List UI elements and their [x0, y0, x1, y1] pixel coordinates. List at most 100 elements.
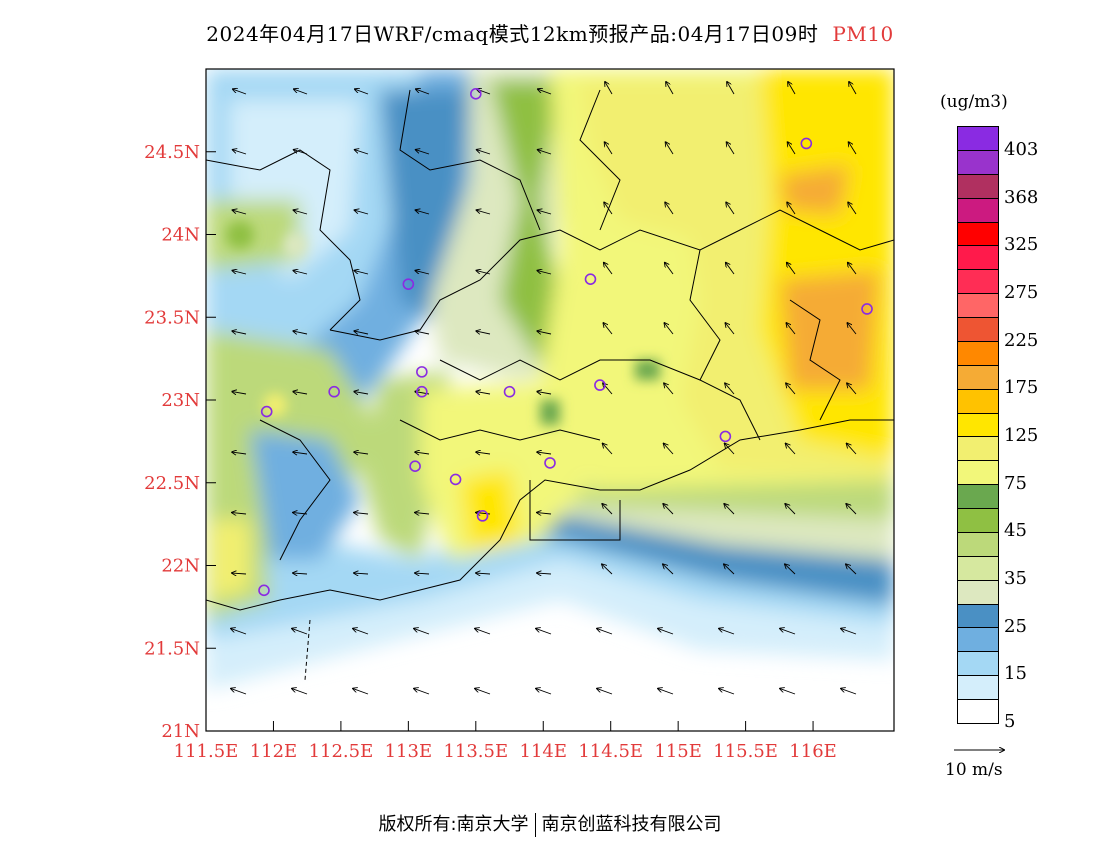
- colorbar-swatch: [958, 580, 998, 605]
- wind-arrow: [849, 142, 857, 155]
- wind-arrow: [538, 150, 552, 155]
- lon-label: 114E: [520, 741, 568, 762]
- wind-arrow: [415, 452, 430, 454]
- lon-label: 113.5E: [443, 741, 508, 762]
- colorbar-swatch: [958, 246, 998, 271]
- lat-label: 24N: [161, 225, 200, 246]
- wind-arrow: [416, 150, 430, 155]
- wind-arrow: [536, 689, 552, 695]
- colorbar-label: 35: [1004, 567, 1027, 589]
- wind-arrow: [292, 629, 308, 635]
- wind-arrow: [848, 263, 857, 275]
- wind-arrow: [232, 513, 247, 514]
- colorbar-swatch: [958, 532, 998, 557]
- wind-arrow: [597, 629, 613, 635]
- wind-arrow: [292, 689, 308, 695]
- colorbar-label: 5: [1004, 711, 1016, 732]
- wind-arrow: [233, 150, 247, 155]
- wind-arrow: [537, 331, 552, 334]
- wind-arrow: [414, 629, 430, 635]
- colorbar-swatch: [958, 127, 998, 151]
- wind-arrow: [849, 82, 857, 95]
- copyright-right: 南京创蓝科技有限公司: [541, 814, 722, 835]
- wind-arrow: [354, 513, 369, 514]
- chart-title: 2024年04月17日WRF/cmaq模式12km预报产品:04月17日09时 P…: [0, 18, 1100, 47]
- wind-arrow: [786, 383, 796, 395]
- wind-arrow: [416, 210, 430, 215]
- station-marker: [416, 385, 428, 398]
- wind-arrow: [537, 452, 552, 454]
- wind-arrow: [416, 89, 430, 95]
- station-marker: [449, 473, 462, 486]
- lon-label: 112.5E: [309, 741, 374, 762]
- wind-legend-label: 10 m/s: [945, 760, 1003, 780]
- lat-label: 22N: [161, 556, 200, 577]
- wind-arrow: [415, 331, 430, 334]
- wind-arrow: [537, 513, 552, 514]
- station-marker: [861, 303, 873, 315]
- wind-arrow: [788, 82, 796, 95]
- wind-arrow: [353, 689, 369, 695]
- colorbar-swatch: [958, 365, 998, 390]
- lon-label: 116E: [789, 741, 837, 762]
- colorbar-label: 368: [1004, 186, 1039, 208]
- wind-arrow: [726, 202, 735, 215]
- wind-vectors: [231, 82, 857, 695]
- wind-arrow: [354, 573, 369, 574]
- colorbar-label: 45: [1004, 520, 1027, 542]
- wind-arrow: [232, 331, 247, 334]
- wind-arrow: [477, 150, 491, 155]
- title-text: 2024年04月17日WRF/cmaq模式12km预报产品:04月17日09时: [206, 22, 819, 46]
- wind-arrow: [847, 444, 857, 455]
- wind-arrow: [355, 150, 369, 155]
- station-marker: [328, 385, 340, 398]
- wind-arrow: [602, 564, 613, 575]
- colorbar-swatch: [958, 318, 998, 342]
- colorbar-swatch: [958, 413, 998, 438]
- wind-arrow: [354, 452, 369, 454]
- copyright: 版权所有:南京大学 南京创蓝科技有限公司: [0, 810, 1100, 837]
- colorbar-swatch: [958, 294, 998, 318]
- wind-arrow: [848, 202, 857, 215]
- longitude-axis: 111.5E 112E 112.5E 113E 113.5E 114E 114.5E 115E…: [174, 721, 837, 762]
- wind-arrow: [846, 564, 857, 575]
- concentration-field: [206, 69, 894, 731]
- wind-arrow: [665, 202, 674, 215]
- wind-arrow: [786, 444, 796, 455]
- wind-arrow: [604, 263, 613, 275]
- wind-arrow: [353, 629, 369, 635]
- lat-label: 24.5N: [144, 142, 200, 163]
- wind-arrow: [724, 564, 735, 575]
- station-marker: [503, 385, 516, 398]
- wind-arrow: [475, 689, 491, 695]
- wind-arrow: [293, 392, 308, 394]
- station-marker: [476, 510, 489, 522]
- colorbar: [957, 126, 999, 724]
- wind-arrow: [603, 323, 613, 335]
- lon-label: 114.5E: [578, 741, 643, 762]
- wind-arrow: [537, 392, 552, 394]
- wind-arrow: [719, 689, 735, 695]
- wind-arrow: [415, 513, 430, 514]
- wind-arrow: [724, 504, 735, 515]
- wind-arrow: [477, 210, 491, 215]
- wind-arrow: [537, 271, 552, 275]
- wind-arrow: [666, 142, 674, 155]
- station-marker: [719, 430, 732, 443]
- wind-arrow: [605, 82, 613, 95]
- wind-arrow: [847, 383, 857, 395]
- wind-arrow: [233, 89, 247, 95]
- station-marker: [409, 460, 421, 473]
- wind-arrow: [476, 271, 491, 275]
- wind-arrow: [602, 504, 613, 515]
- wind-arrow: [841, 629, 857, 635]
- colorbar-unit: (ug/m3): [940, 92, 1008, 112]
- wind-arrow: [727, 142, 735, 155]
- wind-arrow: [293, 331, 308, 334]
- station-marker: [800, 137, 813, 150]
- colorbar-swatch: [958, 389, 998, 414]
- station-marker: [544, 457, 556, 469]
- colorbar-swatch: [958, 174, 998, 199]
- wind-arrow: [232, 271, 247, 275]
